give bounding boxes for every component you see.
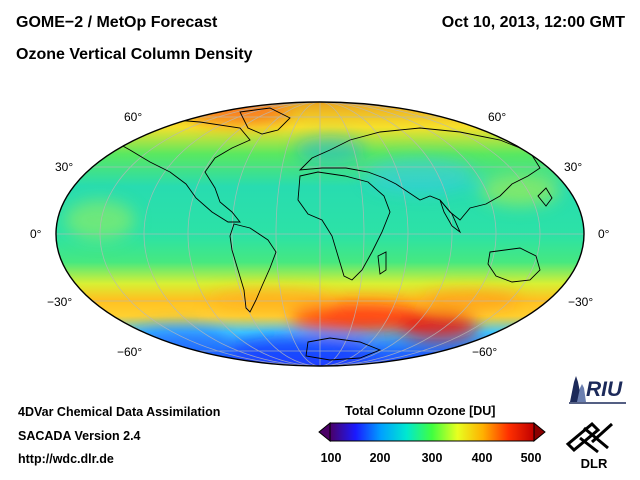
lat-label-0-right: 0° [598, 227, 610, 241]
colorbar-gradient [329, 422, 535, 442]
colorbar-tick-500: 500 [520, 451, 542, 465]
colorbar-title: Total Column Ozone [DU] [345, 404, 496, 418]
page-subtitle: Ozone Vertical Column Density [16, 46, 253, 63]
dlr-emblem-icon [565, 421, 614, 454]
dlr-logo: DLR [565, 421, 614, 471]
lat-label-60s-right: −60° [472, 345, 498, 359]
lat-label-60n-left: 60° [124, 110, 143, 124]
colorbar-tick-100: 100 [320, 451, 342, 465]
lat-label-0-left: 0° [30, 227, 42, 241]
colorbar-tick-400: 400 [471, 451, 493, 465]
lat-label-30n-left: 30° [55, 160, 74, 174]
riu-logo: RIU [569, 376, 626, 404]
lat-label-30s-right: −30° [568, 295, 594, 309]
riu-tower-small-icon [577, 384, 586, 402]
dlr-logo-text: DLR [581, 456, 608, 471]
forecast-datetime: Oct 10, 2013, 12:00 GMT [441, 14, 625, 31]
colorbar-min-arrow [318, 421, 331, 443]
lat-label-30n-right: 30° [564, 160, 583, 174]
colorbar-max-arrow [533, 421, 546, 443]
riu-logo-text: RIU [586, 378, 623, 401]
coastlines [109, 107, 553, 361]
colorbar-tick-200: 200 [369, 451, 391, 465]
ozone-world-map [55, 101, 585, 367]
globe-outline [55, 101, 585, 367]
ozone-field [56, 102, 584, 366]
lat-label-60s-left: −60° [117, 345, 143, 359]
website-link[interactable]: http://wdc.dlr.de [18, 452, 114, 466]
colorbar [318, 421, 546, 443]
lat-label-60n-right: 60° [488, 110, 507, 124]
lat-label-30s-left: −30° [47, 295, 73, 309]
page-title: GOME−2 / MetOp Forecast [16, 14, 218, 31]
colorbar-tick-300: 300 [421, 451, 443, 465]
assimilation-label: 4DVar Chemical Data Assimilation [18, 405, 221, 419]
version-label: SACADA Version 2.4 [18, 429, 141, 443]
